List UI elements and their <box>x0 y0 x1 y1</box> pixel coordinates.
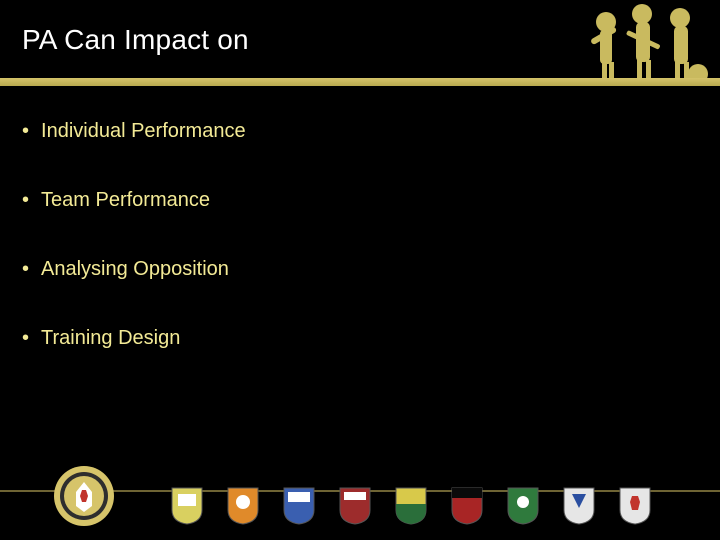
tyrone-crest-icon <box>618 486 652 526</box>
header-players-graphic <box>580 0 710 90</box>
ulster-gaa-crest <box>52 464 116 528</box>
bullet-marker: • <box>22 190 29 210</box>
fermanagh-crest-icon <box>506 486 540 526</box>
bullet-marker: • <box>22 328 29 348</box>
bullet-text: Team Performance <box>41 189 210 212</box>
bullet-text: Training Design <box>41 327 180 350</box>
down-crest-icon <box>450 486 484 526</box>
bullet-list: • Individual Performance • Team Performa… <box>22 120 622 396</box>
cavan-crest-icon <box>282 486 316 526</box>
armagh-crest-icon <box>226 486 260 526</box>
donegal-crest-icon <box>394 486 428 526</box>
bullet-item: • Training Design <box>22 327 622 350</box>
players-silhouette-icon <box>580 0 710 90</box>
derry-crest-icon <box>338 486 372 526</box>
bullet-item: • Individual Performance <box>22 120 622 143</box>
bullet-item: • Team Performance <box>22 189 622 212</box>
bullet-text: Individual Performance <box>41 120 246 143</box>
bullet-marker: • <box>22 121 29 141</box>
county-crest-row <box>170 486 652 526</box>
antrim-crest-icon <box>170 486 204 526</box>
ulster-crest-icon <box>52 464 116 528</box>
bullet-text: Analysing Opposition <box>41 258 229 281</box>
bullet-item: • Analysing Opposition <box>22 258 622 281</box>
monaghan-crest-icon <box>562 486 596 526</box>
slide-title: PA Can Impact on <box>22 24 249 56</box>
bullet-marker: • <box>22 259 29 279</box>
title-divider-bar <box>0 78 720 86</box>
